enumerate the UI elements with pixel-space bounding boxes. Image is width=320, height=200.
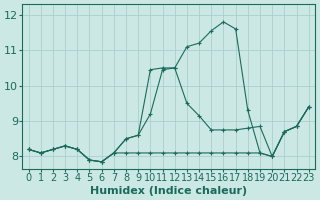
X-axis label: Humidex (Indice chaleur): Humidex (Indice chaleur) bbox=[90, 186, 247, 196]
